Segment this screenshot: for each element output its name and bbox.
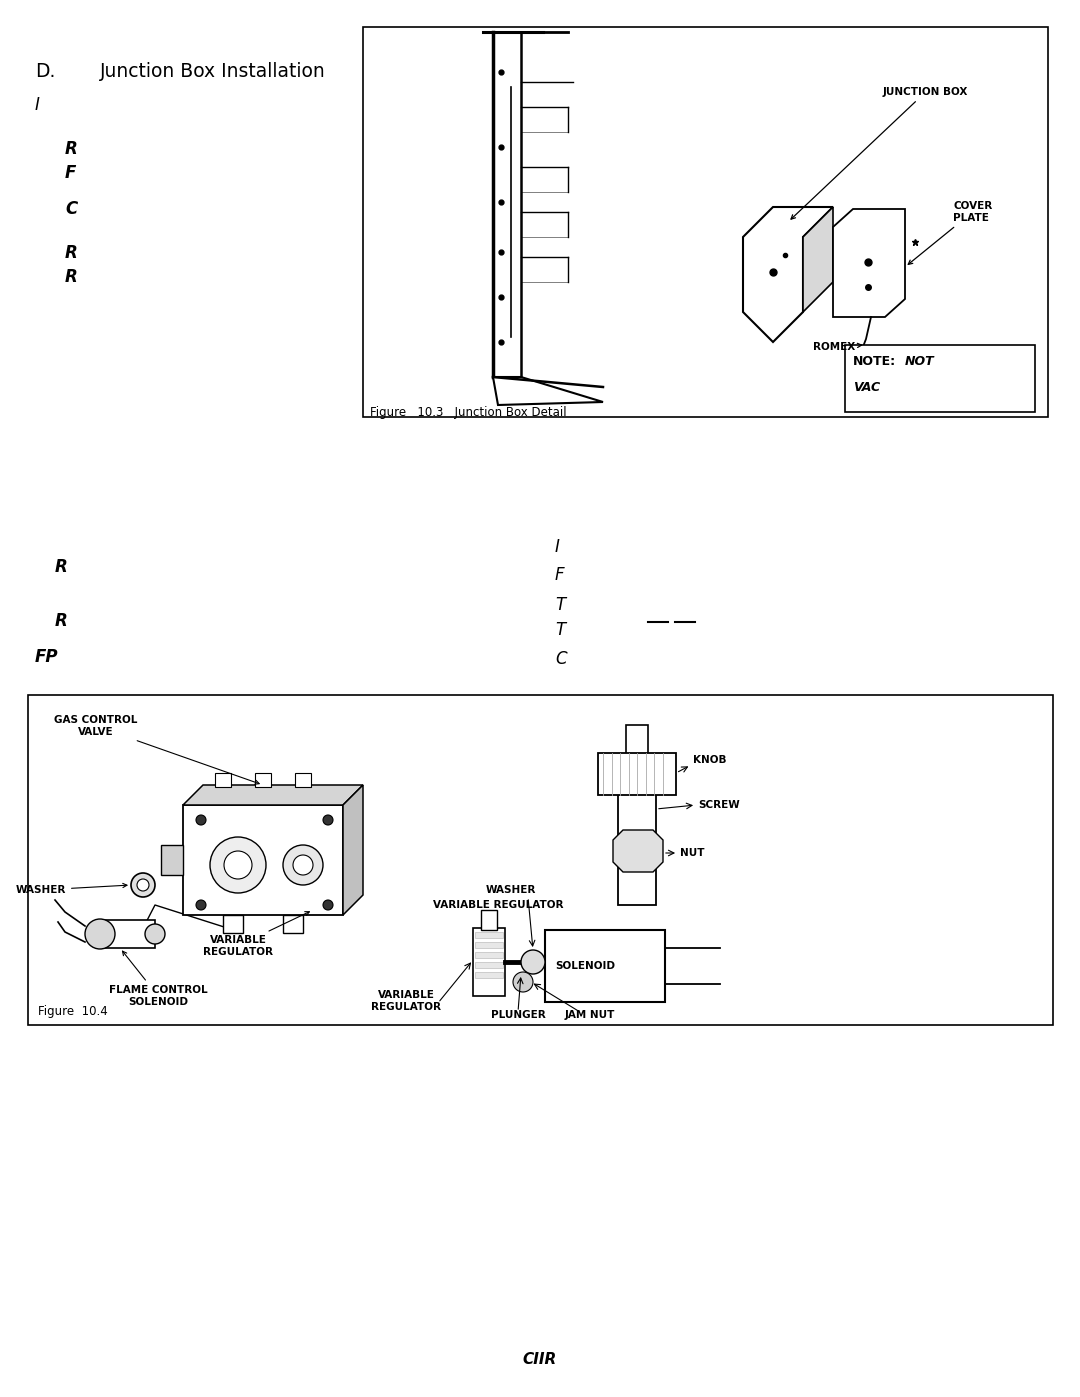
Bar bbox=[161, 845, 183, 875]
Polygon shape bbox=[743, 207, 833, 342]
Bar bbox=[100, 921, 156, 949]
Circle shape bbox=[210, 837, 266, 893]
Polygon shape bbox=[183, 805, 343, 915]
Text: R: R bbox=[65, 244, 78, 263]
Text: FLAME CONTROL
SOLENOID: FLAME CONTROL SOLENOID bbox=[109, 951, 207, 1007]
Bar bbox=[475, 963, 503, 968]
Text: KNOB: KNOB bbox=[693, 754, 727, 766]
Text: NOT: NOT bbox=[905, 355, 934, 367]
Text: R: R bbox=[55, 557, 68, 576]
Text: Figure  10.4: Figure 10.4 bbox=[38, 1004, 108, 1018]
Circle shape bbox=[195, 900, 206, 909]
Polygon shape bbox=[343, 785, 363, 915]
Text: JAM NUT: JAM NUT bbox=[565, 1010, 616, 1020]
Text: Junction Box Installation: Junction Box Installation bbox=[100, 61, 326, 81]
Text: D.: D. bbox=[35, 61, 55, 81]
Circle shape bbox=[323, 900, 333, 909]
Text: JUNCTION BOX: JUNCTION BOX bbox=[791, 87, 969, 219]
Bar bbox=[363, 27, 1048, 416]
Circle shape bbox=[513, 972, 534, 992]
Text: T: T bbox=[555, 622, 565, 638]
Text: VARIABLE
REGULATOR: VARIABLE REGULATOR bbox=[372, 990, 441, 1011]
Bar bbox=[255, 773, 271, 787]
Bar bbox=[295, 773, 311, 787]
Circle shape bbox=[195, 814, 206, 826]
Text: C: C bbox=[65, 200, 78, 218]
Text: NUT: NUT bbox=[680, 848, 704, 858]
Bar bbox=[475, 942, 503, 949]
Circle shape bbox=[145, 923, 165, 944]
Bar bbox=[481, 909, 497, 930]
Text: R: R bbox=[65, 140, 78, 158]
Polygon shape bbox=[833, 210, 905, 317]
Text: R: R bbox=[55, 612, 68, 630]
Text: PLUNGER: PLUNGER bbox=[490, 1010, 545, 1020]
Text: GAS CONTROL
VALVE: GAS CONTROL VALVE bbox=[54, 715, 259, 784]
Circle shape bbox=[293, 855, 313, 875]
Circle shape bbox=[224, 851, 252, 879]
Text: SOLENOID: SOLENOID bbox=[555, 961, 615, 971]
Bar bbox=[545, 930, 665, 1002]
Bar bbox=[473, 928, 505, 996]
Bar bbox=[283, 915, 303, 933]
Circle shape bbox=[283, 845, 323, 886]
Bar bbox=[475, 932, 503, 937]
Text: WASHER: WASHER bbox=[486, 886, 536, 895]
Polygon shape bbox=[613, 830, 663, 872]
Text: Figure   10.3   Junction Box Detail: Figure 10.3 Junction Box Detail bbox=[370, 407, 567, 419]
Bar bbox=[618, 785, 656, 905]
Bar bbox=[626, 725, 648, 787]
Bar bbox=[222, 915, 243, 933]
Circle shape bbox=[85, 919, 114, 949]
Text: C: C bbox=[555, 650, 567, 668]
Circle shape bbox=[137, 879, 149, 891]
Text: CIIR: CIIR bbox=[523, 1352, 557, 1368]
Polygon shape bbox=[492, 377, 603, 405]
Bar bbox=[475, 951, 503, 958]
Text: WASHER: WASHER bbox=[15, 883, 127, 895]
Text: COVER
PLATE: COVER PLATE bbox=[908, 201, 993, 264]
Bar bbox=[475, 972, 503, 978]
Text: VAC: VAC bbox=[853, 381, 880, 394]
Text: T: T bbox=[555, 597, 565, 615]
Bar bbox=[215, 773, 231, 787]
Bar bbox=[598, 753, 676, 795]
Text: F: F bbox=[65, 163, 77, 182]
Text: VARIABLE REGULATOR: VARIABLE REGULATOR bbox=[433, 900, 564, 909]
Text: SCREW: SCREW bbox=[698, 800, 740, 810]
Circle shape bbox=[323, 814, 333, 826]
Polygon shape bbox=[183, 785, 363, 805]
Polygon shape bbox=[804, 207, 833, 312]
Circle shape bbox=[131, 873, 156, 897]
Text: R: R bbox=[65, 268, 78, 286]
Text: F: F bbox=[555, 566, 565, 584]
Text: ROMEX: ROMEX bbox=[813, 342, 862, 352]
Bar bbox=[28, 694, 1053, 1025]
Text: VARIABLE
REGULATOR: VARIABLE REGULATOR bbox=[203, 912, 309, 957]
Bar bbox=[845, 345, 1035, 412]
Text: I: I bbox=[35, 96, 40, 115]
Text: I: I bbox=[555, 538, 559, 556]
Circle shape bbox=[521, 950, 545, 974]
Text: NOTE:: NOTE: bbox=[853, 355, 896, 367]
Text: FP: FP bbox=[35, 648, 58, 666]
